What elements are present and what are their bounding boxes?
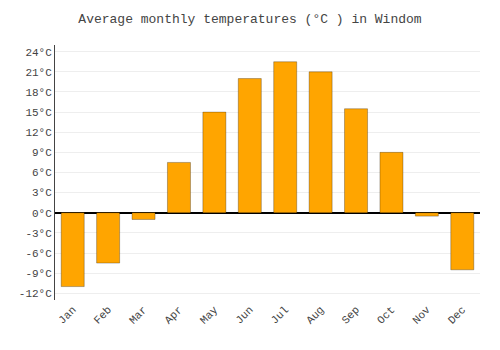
- svg-text:-3°C: -3°C: [25, 228, 52, 240]
- svg-text:Jun: Jun: [233, 304, 255, 326]
- svg-text:Apr: Apr: [162, 304, 184, 326]
- svg-text:Mar: Mar: [127, 304, 149, 326]
- svg-text:Average monthly temperatures (: Average monthly temperatures (°C ) in Wi…: [78, 12, 421, 27]
- svg-text:9°C: 9°C: [32, 147, 52, 159]
- svg-text:Jul: Jul: [269, 304, 291, 326]
- svg-text:Sep: Sep: [340, 304, 362, 326]
- svg-text:Aug: Aug: [304, 304, 326, 326]
- svg-text:Dec: Dec: [446, 304, 468, 326]
- svg-text:Feb: Feb: [92, 304, 114, 326]
- svg-text:3°C: 3°C: [32, 187, 52, 199]
- svg-text:21°C: 21°C: [25, 67, 52, 79]
- svg-text:May: May: [198, 304, 221, 327]
- svg-text:0°C: 0°C: [32, 208, 52, 220]
- svg-text:15°C: 15°C: [25, 107, 52, 119]
- svg-text:Oct: Oct: [375, 304, 397, 326]
- svg-text:-9°C: -9°C: [25, 268, 52, 280]
- svg-text:-6°C: -6°C: [25, 248, 52, 260]
- svg-text:6°C: 6°C: [32, 167, 52, 179]
- svg-text:12°C: 12°C: [25, 127, 52, 139]
- svg-text:Nov: Nov: [410, 304, 433, 327]
- svg-text:-12°C: -12°C: [19, 288, 52, 300]
- svg-text:Jan: Jan: [56, 304, 78, 326]
- svg-text:24°C: 24°C: [25, 47, 52, 59]
- svg-text:18°C: 18°C: [25, 87, 52, 99]
